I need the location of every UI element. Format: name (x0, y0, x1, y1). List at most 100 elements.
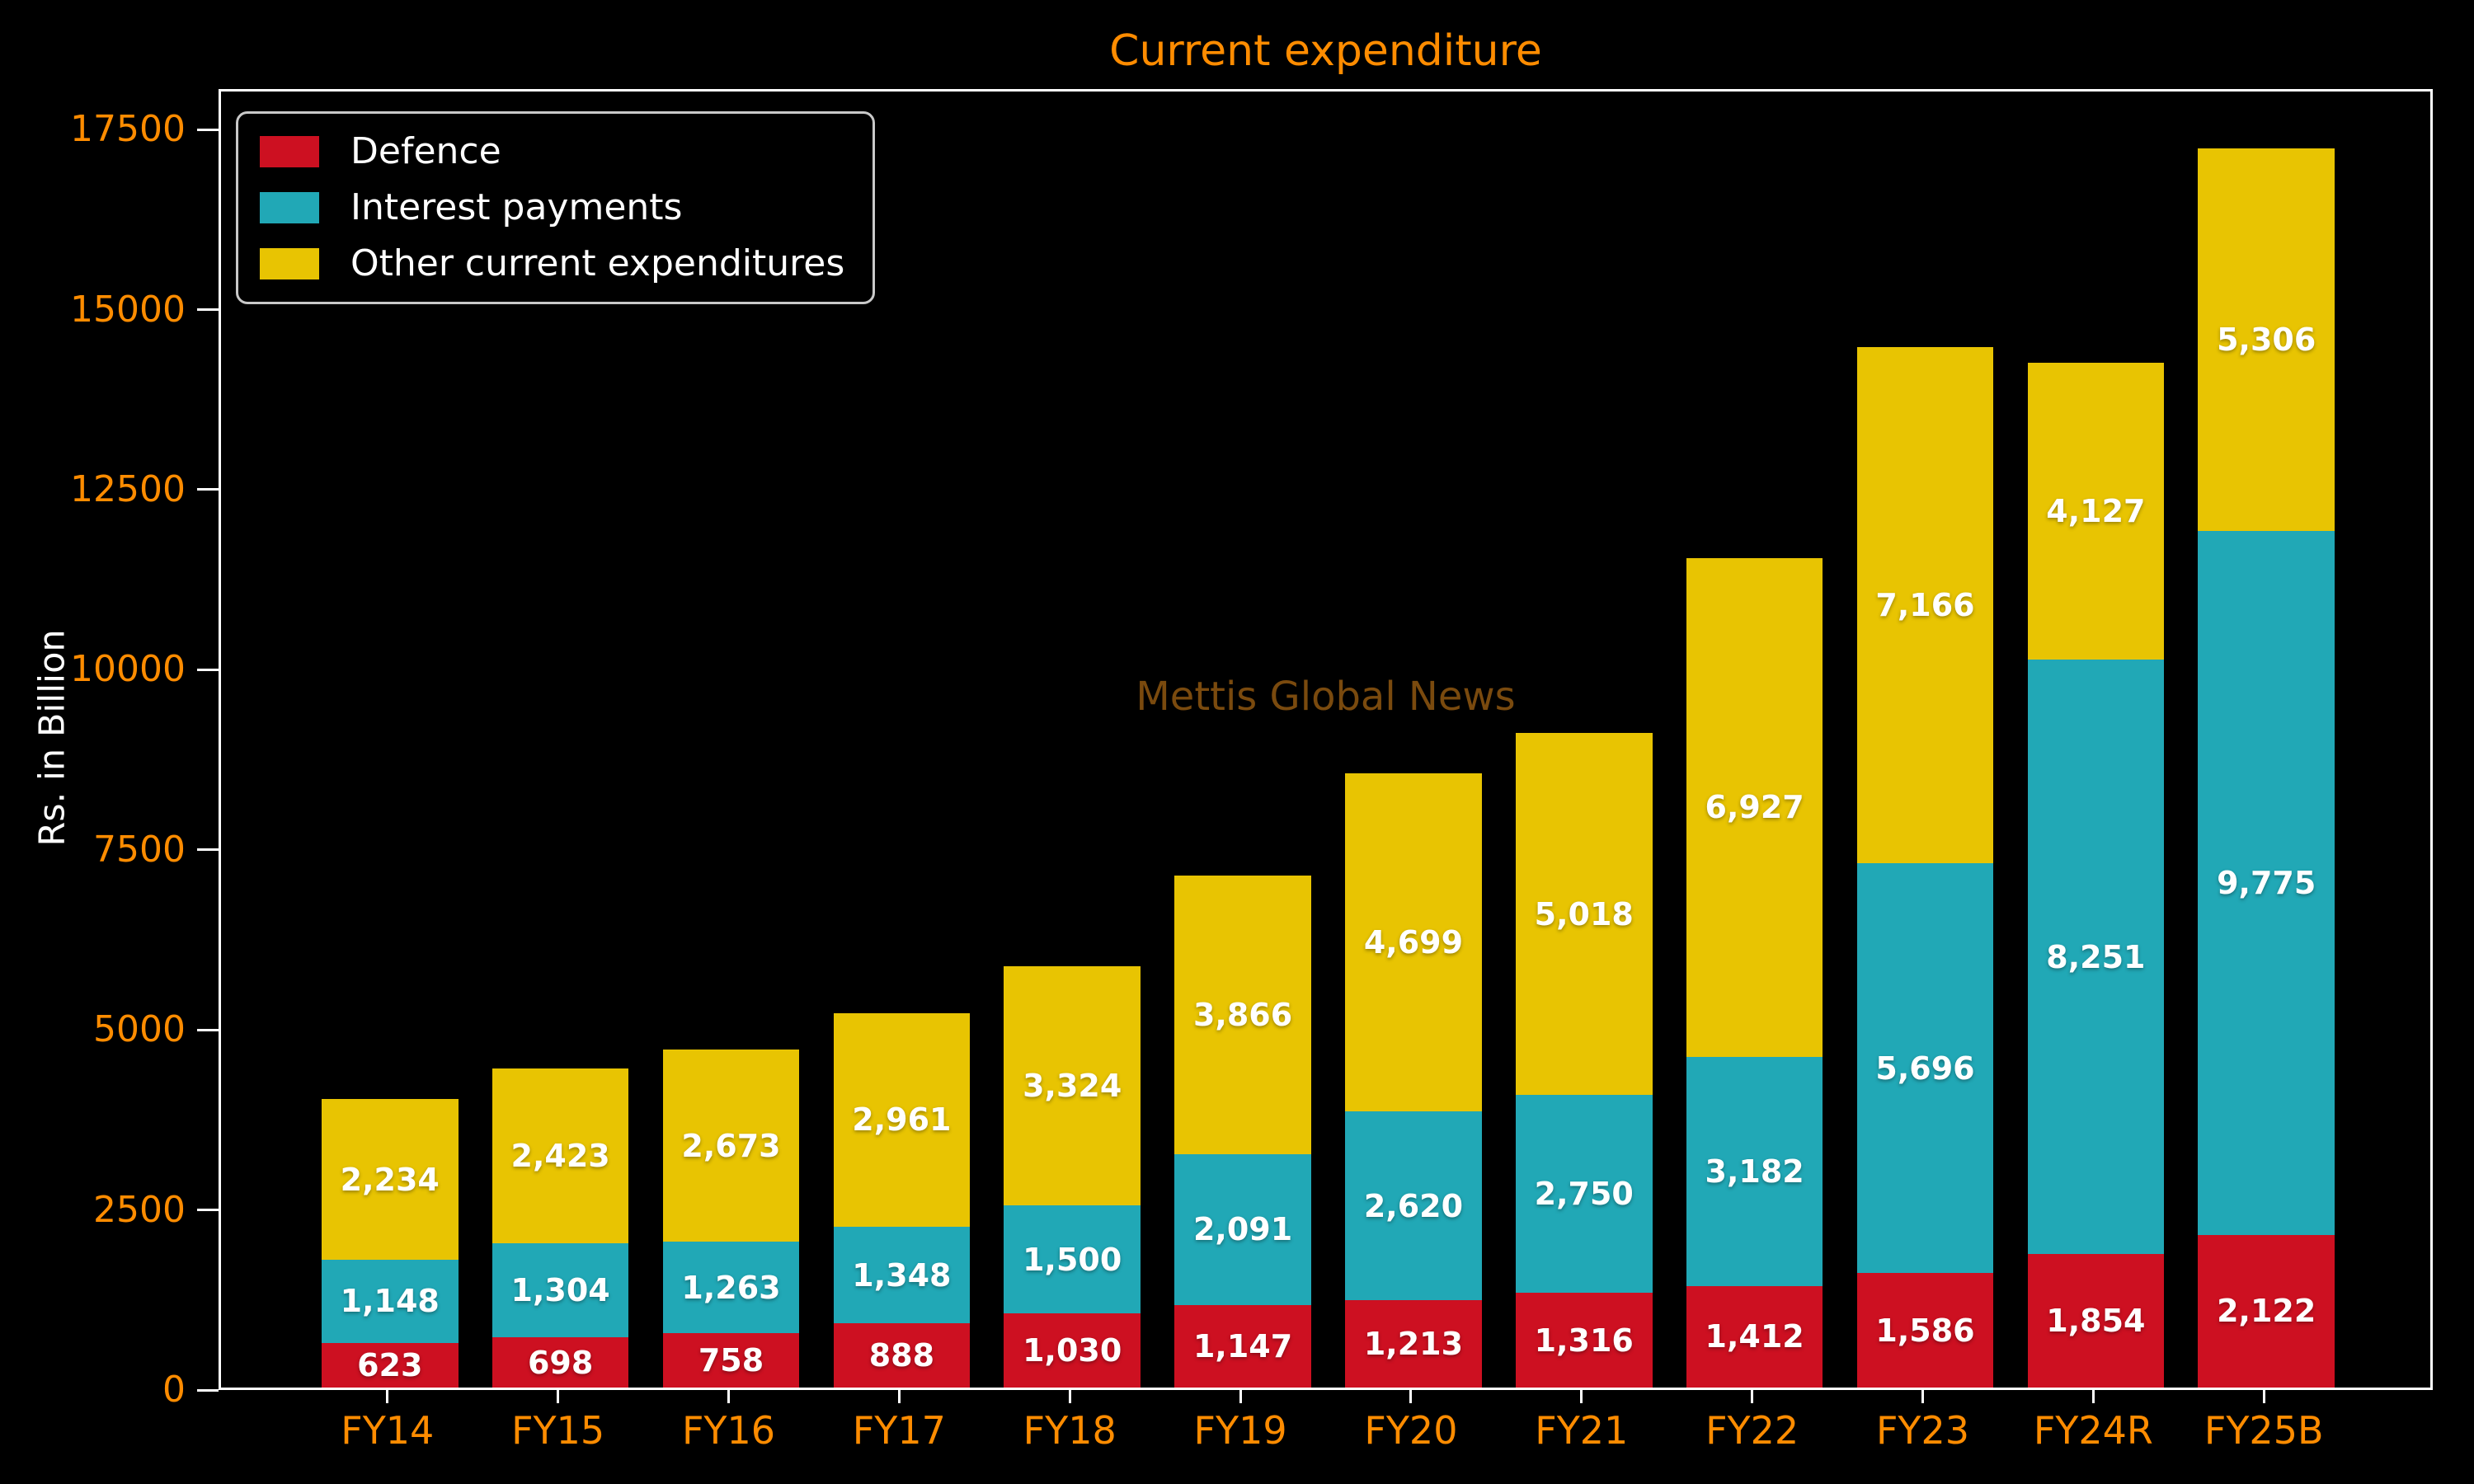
bar-segment: 2,673 (662, 1049, 800, 1242)
bar-segment: 1,030 (1004, 1313, 1141, 1388)
x-tick-mark (557, 1390, 560, 1403)
y-tick-mark (197, 308, 219, 312)
bar-segment: 1,148 (322, 1260, 459, 1343)
bar-segment: 9,775 (2198, 530, 2335, 1235)
bar-value-label: 8,251 (2046, 938, 2146, 975)
bar-value-label: 5,306 (2217, 321, 2316, 358)
bar-segment: 3,182 (1686, 1056, 1823, 1286)
bar-value-label: 1,500 (1023, 1241, 1122, 1278)
bar-segment: 8,251 (2027, 660, 2165, 1255)
legend-label: Defence (350, 130, 501, 172)
y-tick-mark (197, 1028, 219, 1031)
legend-item: Interest payments (260, 190, 844, 226)
bar-value-label: 1,348 (852, 1256, 952, 1294)
bar-value-label: 623 (357, 1346, 423, 1383)
x-tick-label: FY21 (1535, 1408, 1629, 1453)
x-tick-label: FY25B (2204, 1408, 2324, 1453)
bar-segment: 1,147 (1174, 1304, 1311, 1388)
y-tick-label: 10000 (70, 648, 186, 691)
y-tick-mark (197, 668, 219, 671)
y-tick-mark (197, 1388, 219, 1392)
y-tick-mark (197, 128, 219, 131)
legend-swatch (260, 136, 319, 167)
x-tick-mark (1580, 1390, 1583, 1403)
bar-segment: 2,620 (1345, 1111, 1482, 1301)
bar-segment: 5,306 (2198, 148, 2335, 531)
bar-segment: 1,304 (492, 1243, 629, 1338)
bar-value-label: 1,586 (1875, 1312, 1975, 1349)
bar-segment: 6,927 (1686, 557, 1823, 1057)
bar-segment: 2,961 (833, 1013, 971, 1227)
bar-segment: 888 (833, 1323, 971, 1388)
bar-segment: 623 (322, 1342, 459, 1388)
y-tick-mark (197, 848, 219, 852)
plot-area: Defence Interest payments Other current ex… (219, 89, 2433, 1390)
bar-value-label: 1,263 (681, 1269, 781, 1306)
bar-value-label: 2,122 (2217, 1293, 2316, 1330)
x-tick-label: FY15 (511, 1408, 605, 1453)
x-tick-mark (1409, 1390, 1413, 1403)
bar-value-label: 1,412 (1705, 1318, 1804, 1355)
bar-value-label: 2,961 (852, 1101, 952, 1139)
bar-value-label: 3,182 (1705, 1153, 1804, 1190)
bar-segment: 2,091 (1174, 1154, 1311, 1305)
y-tick-label: 12500 (70, 467, 186, 510)
x-tick-label: FY20 (1364, 1408, 1458, 1453)
x-tick-mark (897, 1390, 901, 1403)
bar-segment: 2,234 (322, 1099, 459, 1261)
y-tick-label: 0 (162, 1369, 186, 1411)
bar-value-label: 1,147 (1192, 1327, 1293, 1364)
x-tick-label: FY14 (341, 1408, 435, 1453)
bar-segment: 698 (492, 1337, 629, 1388)
bar-segment: 2,750 (1516, 1094, 1653, 1294)
x-tick-mark (1921, 1390, 1924, 1403)
bar-segment: 5,696 (1856, 862, 1994, 1274)
watermark: Mettis Global News (1136, 674, 1516, 720)
bar-segment: 3,324 (1004, 965, 1141, 1205)
y-tick-label: 7500 (93, 828, 186, 871)
x-tick-label: FY18 (1023, 1408, 1117, 1453)
y-tick-label: 5000 (93, 1008, 186, 1051)
bar-value-label: 6,927 (1705, 789, 1804, 826)
y-tick-label: 17500 (70, 108, 186, 151)
bar-segment: 1,854 (2027, 1254, 2165, 1388)
bar-segment: 7,166 (1856, 346, 1994, 863)
bar-segment: 4,127 (2027, 362, 2165, 660)
x-tick-label: FY16 (681, 1408, 776, 1453)
bar-segment: 1,412 (1686, 1285, 1823, 1388)
bar-value-label: 2,234 (340, 1161, 440, 1198)
bar-segment: 1,348 (833, 1226, 971, 1324)
bar-value-label: 9,775 (2217, 864, 2316, 901)
legend-swatch (260, 192, 319, 223)
x-tick-mark (2091, 1390, 2095, 1403)
bar-value-label: 1,316 (1534, 1322, 1634, 1359)
y-tick-label: 15000 (70, 288, 186, 331)
bar-value-label: 4,127 (2046, 492, 2146, 529)
bar-segment: 1,316 (1516, 1293, 1653, 1388)
bar-value-label: 2,091 (1192, 1211, 1293, 1248)
bar-value-label: 3,324 (1023, 1067, 1122, 1104)
x-tick-mark (386, 1390, 389, 1403)
bar-value-label: 1,148 (340, 1283, 440, 1320)
bar-value-label: 2,620 (1363, 1187, 1464, 1224)
bar-value-label: 2,423 (510, 1138, 610, 1175)
bar-value-label: 3,866 (1192, 997, 1293, 1034)
bar-value-label: 1,213 (1363, 1326, 1464, 1363)
bar-value-label: 1,304 (510, 1272, 610, 1309)
bar-segment: 1,500 (1004, 1205, 1141, 1314)
bar-segment: 1,213 (1345, 1300, 1482, 1388)
chart-title: Current expenditure (1109, 26, 1542, 76)
bar-value-label: 758 (698, 1341, 764, 1378)
legend-swatch (260, 248, 319, 279)
bar-value-label: 888 (868, 1337, 935, 1374)
bar-value-label: 2,750 (1534, 1175, 1634, 1212)
bar-segment: 758 (662, 1332, 800, 1388)
bar-value-label: 5,018 (1534, 895, 1634, 932)
legend: Defence Interest payments Other current ex… (236, 111, 876, 304)
bar-value-label: 5,696 (1875, 1050, 1975, 1087)
bar-segment: 5,018 (1516, 733, 1653, 1095)
bar-segment: 4,699 (1345, 773, 1482, 1112)
legend-item: Defence (260, 134, 844, 170)
x-tick-mark (2262, 1390, 2265, 1403)
